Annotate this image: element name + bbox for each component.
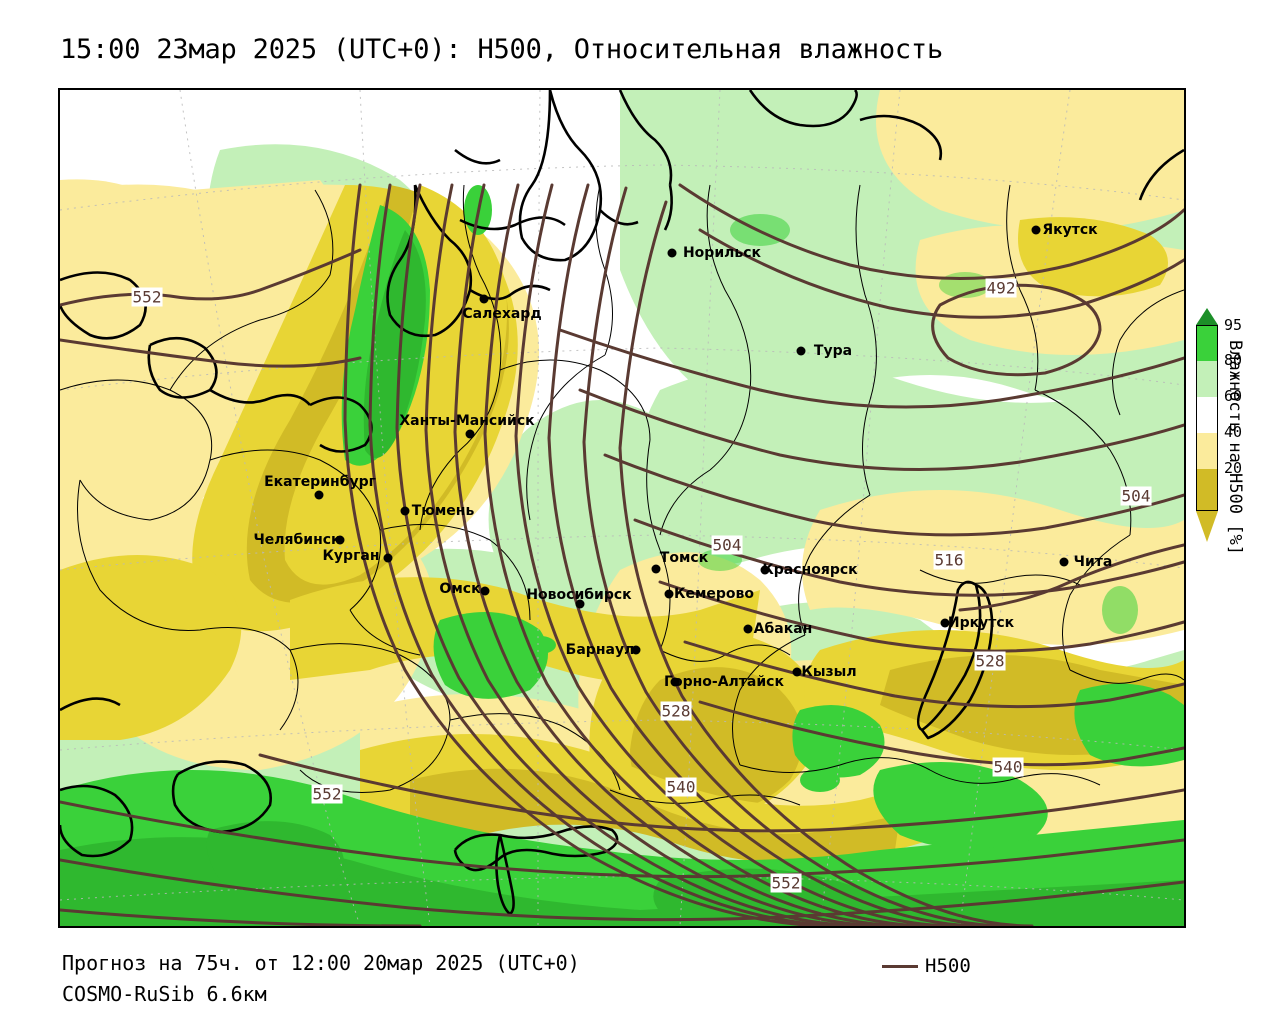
colorbar-tick-label: 80 [1224, 351, 1243, 369]
city-marker [667, 248, 677, 258]
model-info: COSMO-RuSib 6.6км [62, 982, 267, 1006]
city-marker [940, 618, 950, 628]
contour-label: 552 [311, 784, 343, 804]
city-marker [479, 294, 489, 304]
colorbar[interactable] [1196, 308, 1218, 542]
forecast-info: Прогноз на 75ч. от 12:00 20мар 2025 (UTC… [62, 951, 580, 975]
contour-label: 552 [770, 873, 802, 893]
page-title: 15:00 23мар 2025 (UTC+0): H500, Относите… [60, 34, 944, 65]
city-marker [664, 589, 674, 599]
contour-label: 528 [660, 701, 692, 721]
city-marker [335, 535, 345, 545]
city-marker [1059, 557, 1069, 567]
contour-label: 516 [933, 550, 965, 570]
city-marker [760, 565, 770, 575]
city-marker [792, 667, 802, 677]
city-marker [575, 599, 585, 609]
h500-line-swatch [882, 964, 918, 968]
contour-label: 492 [985, 278, 1017, 298]
contour-label: 504 [711, 535, 743, 555]
graticule-lines [60, 90, 1184, 926]
map-graphics [60, 90, 1184, 926]
city-marker [651, 564, 661, 574]
contour-label: 540 [992, 757, 1024, 777]
colorbar-tick-label: 20 [1224, 459, 1243, 477]
city-marker [465, 429, 475, 439]
colorbar-segment [1197, 469, 1217, 510]
h500-legend-label: H500 [925, 955, 971, 977]
colorbar-axis-label: Влажность на H500 [%] [1225, 340, 1245, 555]
city-marker [383, 553, 393, 563]
city-marker [314, 490, 324, 500]
colorbar-segment [1197, 326, 1217, 361]
map-canvas[interactable]: Якутск Норильск Салехард Тура Ханты-Мансийск… [58, 88, 1186, 928]
city-marker [670, 677, 680, 687]
contour-label: 540 [665, 777, 697, 797]
city-marker [743, 624, 753, 634]
colorbar-segment [1197, 433, 1217, 469]
colorbar-segment [1197, 397, 1217, 433]
city-marker [480, 586, 490, 596]
colorbar-tick-label: 60 [1224, 387, 1243, 405]
colorbar-tick-label: 40 [1224, 423, 1243, 441]
humidity-shading [60, 90, 1184, 926]
colorbar-min-arrow-icon [1196, 511, 1218, 542]
colorbar-gradient [1196, 325, 1218, 511]
city-marker [796, 346, 806, 356]
contour-label: 504 [1120, 486, 1152, 506]
city-marker [400, 506, 410, 516]
h500-legend: H500 [882, 955, 971, 977]
colorbar-tick-label: 95 [1224, 316, 1243, 334]
colorbar-segment [1197, 361, 1217, 397]
contour-label: 552 [131, 287, 163, 307]
contour-label: 528 [974, 651, 1006, 671]
city-marker [631, 645, 641, 655]
administrative-borders [60, 184, 1184, 806]
h500-contours [60, 183, 1184, 926]
city-marker [1031, 225, 1041, 235]
colorbar-max-arrow-icon [1196, 308, 1218, 325]
